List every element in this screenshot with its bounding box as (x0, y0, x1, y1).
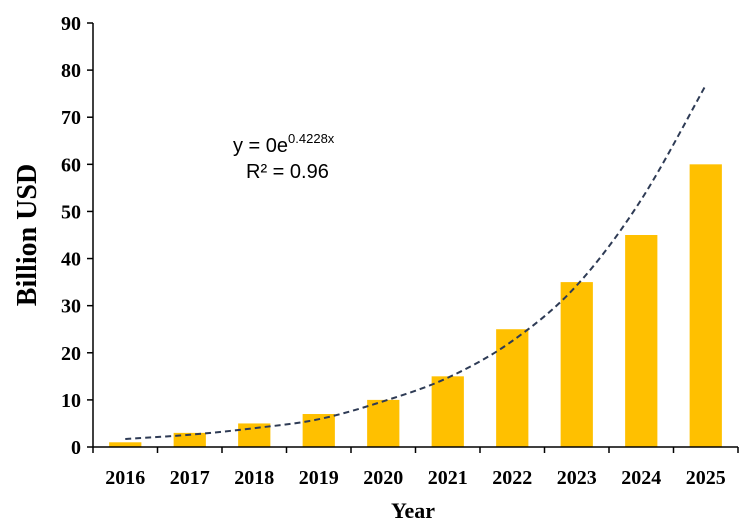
x-tick-label: 2025 (686, 467, 726, 489)
x-tick-label: 2017 (170, 467, 210, 489)
y-tick-label: 80 (61, 60, 81, 82)
x-tick-label: 2016 (105, 467, 145, 489)
bar-2023 (560, 282, 593, 447)
x-tick-label: 2019 (299, 467, 339, 489)
trendline-equation: y = 0e0.4228x (233, 131, 335, 157)
y-axis-title: Billion USD (12, 164, 43, 306)
y-tick-label: 30 (61, 296, 81, 318)
y-tick-label: 10 (61, 390, 81, 412)
bar-series (109, 164, 722, 447)
x-axis-title: Year (391, 498, 435, 523)
y-tick-label: 60 (61, 154, 81, 176)
y-tick-label: 20 (61, 343, 81, 365)
y-axis-ticks: 0 10 20 30 40 50 60 70 80 90 (61, 13, 93, 459)
x-tick-label: 2018 (234, 467, 274, 489)
bar-2022 (496, 329, 529, 447)
y-tick-label: 70 (61, 107, 81, 129)
bar-2021 (431, 376, 464, 447)
exponential-trendline (125, 84, 707, 440)
bar-2025 (689, 164, 722, 447)
x-tick-label: 2022 (492, 467, 532, 489)
bar-2016 (109, 442, 142, 447)
equation-prefix: y = 0e (233, 135, 288, 157)
x-tick-label: 2024 (621, 467, 661, 489)
bar-2024 (625, 235, 658, 447)
y-tick-label: 50 (61, 201, 81, 223)
y-tick-label: 90 (61, 13, 81, 35)
x-axis-ticks: 2016 2017 2018 2019 2020 2021 2022 2023 2024 2025 (92, 447, 739, 489)
r-squared-label: R² = 0.96 (246, 161, 329, 183)
x-tick-label: 2021 (428, 467, 468, 489)
equation-exponent: 0.4228x (288, 131, 335, 146)
x-tick-label: 2023 (557, 467, 597, 489)
bar-2017 (173, 432, 206, 447)
x-tick-label: 2020 (363, 467, 403, 489)
y-tick-label: 0 (71, 437, 81, 459)
y-tick-label: 40 (61, 249, 81, 271)
bar-2020 (367, 399, 400, 447)
